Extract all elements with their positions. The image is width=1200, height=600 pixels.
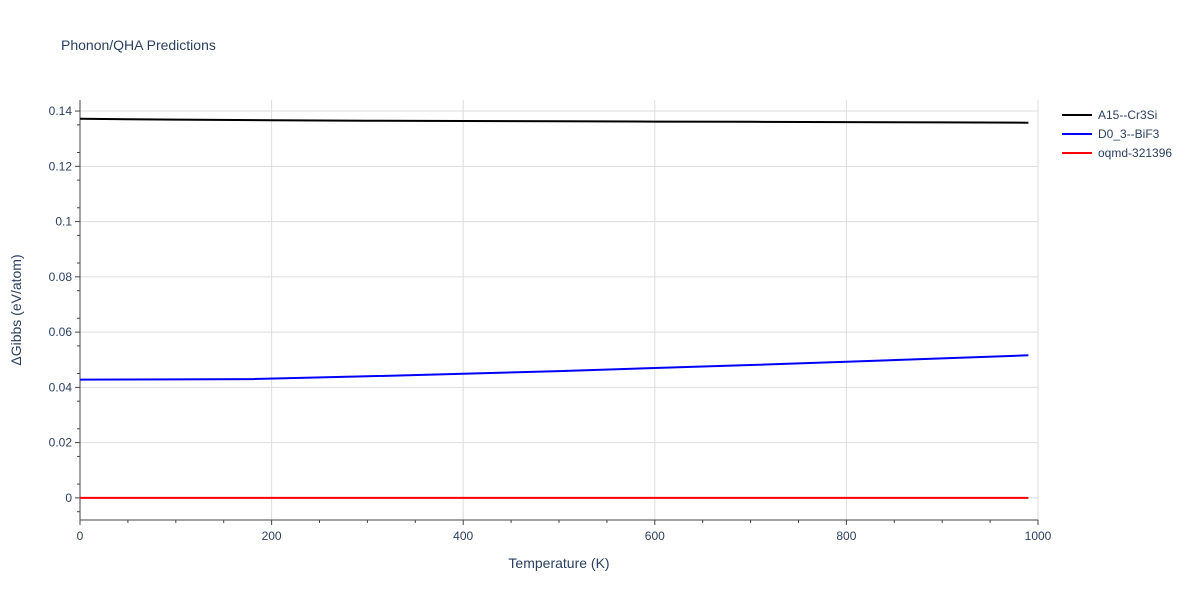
- grid: [80, 100, 1039, 520]
- legend-item[interactable]: oqmd-321396: [1062, 146, 1172, 160]
- series-line-0[interactable]: [79, 117, 1029, 124]
- x-tick-label: 0: [77, 529, 84, 543]
- legend[interactable]: A15--Cr3Si D0_3--BiF3 oqmd-321396: [1062, 108, 1172, 160]
- x-tick-label: 800: [836, 529, 856, 543]
- series-line-1[interactable]: [79, 354, 1029, 381]
- chart-title: Phonon/QHA Predictions: [61, 37, 216, 53]
- y-tick-label: 0.04: [49, 380, 73, 394]
- legend-label: D0_3--BiF3: [1098, 127, 1160, 141]
- x-tick-label: 400: [453, 529, 473, 543]
- y-tick-label: 0.1: [55, 215, 72, 229]
- legend-item[interactable]: D0_3--BiF3: [1062, 127, 1160, 141]
- y-tick-label: 0.14: [49, 104, 73, 118]
- x-axis-title: Temperature (K): [508, 555, 609, 571]
- legend-item[interactable]: A15--Cr3Si: [1062, 108, 1157, 122]
- x-tick-label: 600: [645, 529, 665, 543]
- y-tick-label: 0.12: [49, 159, 73, 173]
- y-tick-label: 0: [65, 491, 72, 505]
- axes: 0 200 400 600 800 1000 0 0.02 0.04 0.06 0.08 0.1 0.1…: [49, 100, 1052, 543]
- y-tick-label: 0.08: [49, 270, 73, 284]
- legend-label: A15--Cr3Si: [1098, 108, 1157, 122]
- plot-area: [79, 117, 1029, 499]
- y-axis-title: ΔGibbs (eV/atom): [8, 254, 24, 365]
- legend-label: oqmd-321396: [1098, 146, 1172, 160]
- y-tick-label: 0.06: [49, 325, 73, 339]
- x-tick-label: 1000: [1025, 529, 1052, 543]
- y-tick-label: 0.02: [49, 436, 73, 450]
- x-tick-label: 200: [262, 529, 282, 543]
